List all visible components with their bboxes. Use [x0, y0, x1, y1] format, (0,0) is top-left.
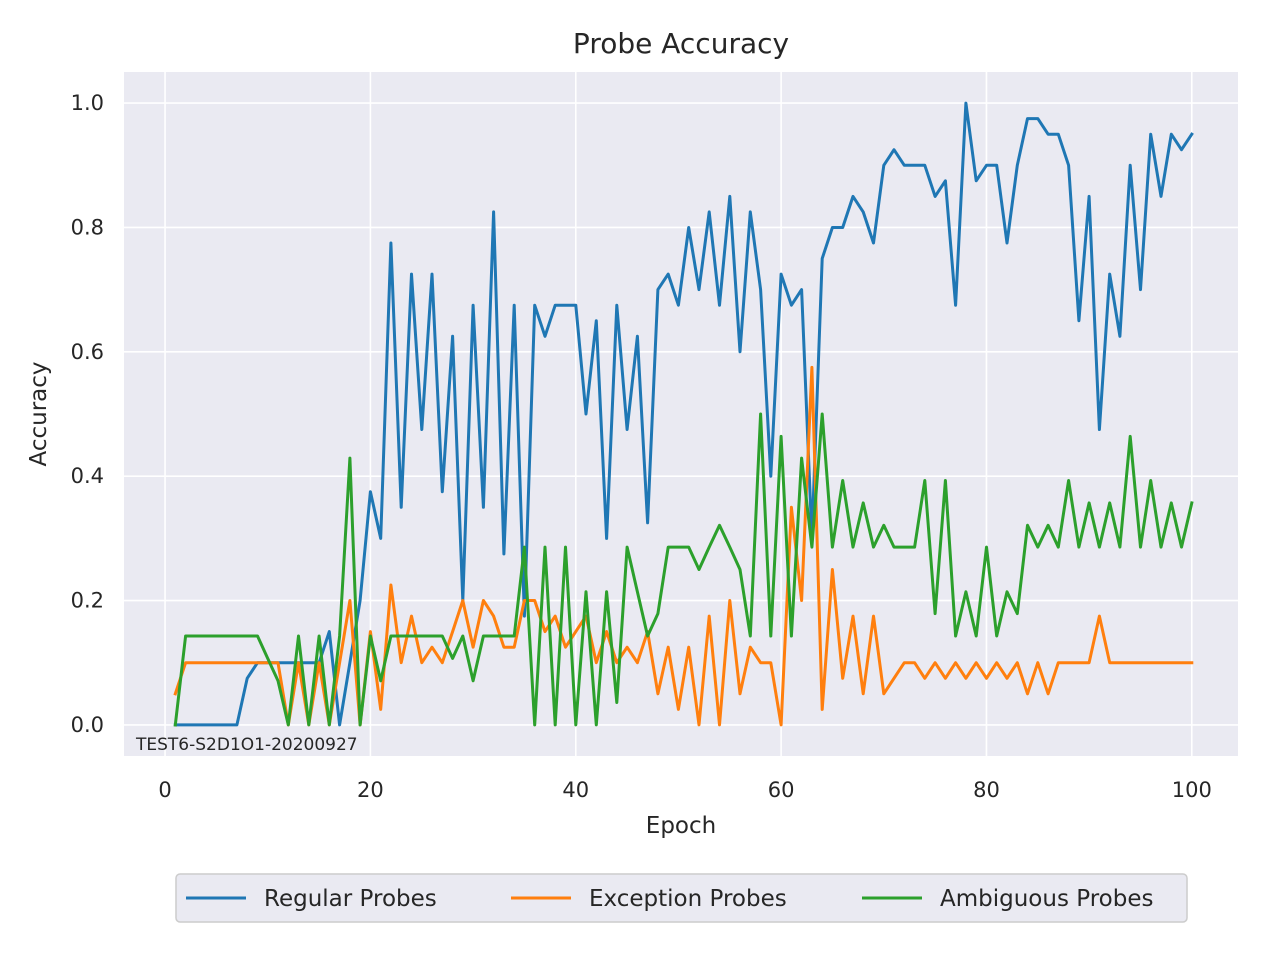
- y-tick-label: 0.6: [71, 340, 104, 364]
- series-layer: [173, 101, 1194, 727]
- x-tick-label: 100: [1172, 778, 1212, 802]
- x-tick-label: 40: [562, 778, 589, 802]
- legend-label-regular-probes: Regular Probes: [264, 886, 437, 912]
- y-tick-label: 0.4: [71, 464, 104, 488]
- x-axis-label: Epoch: [646, 813, 716, 839]
- legend-label-ambiguous-probes: Ambiguous Probes: [940, 886, 1153, 912]
- run-annotation: TEST6-S2D1O1-20200927: [135, 735, 358, 755]
- x-tick-label: 60: [768, 778, 795, 802]
- y-tick-label: 1.0: [71, 91, 104, 115]
- series-line-ambiguous-probes: [173, 412, 1194, 727]
- series-line-exception-probes: [173, 365, 1194, 727]
- y-tick-label: 0.2: [71, 589, 104, 613]
- legend-label-exception-probes: Exception Probes: [589, 886, 787, 912]
- plot-area: [124, 72, 1238, 756]
- y-axis-label: Accuracy: [26, 361, 52, 466]
- y-tick-label: 0.8: [71, 215, 104, 239]
- series-line-regular-probes: [173, 101, 1194, 727]
- x-tick-label: 80: [973, 778, 1000, 802]
- y-tick-label: 0.0: [71, 713, 104, 737]
- tick-labels: 0 20 40 60 80 100 0.0 0.2 0.4 0.6 0.8 1.0: [71, 91, 1212, 802]
- legend-box: [175, 873, 1188, 923]
- grid-lines: [124, 72, 1238, 756]
- legend: Regular Probes Exception Probes Ambiguous …: [175, 873, 1188, 923]
- chart-title: Probe Accuracy: [573, 27, 789, 60]
- x-tick-label: 0: [158, 778, 171, 802]
- x-tick-label: 20: [357, 778, 384, 802]
